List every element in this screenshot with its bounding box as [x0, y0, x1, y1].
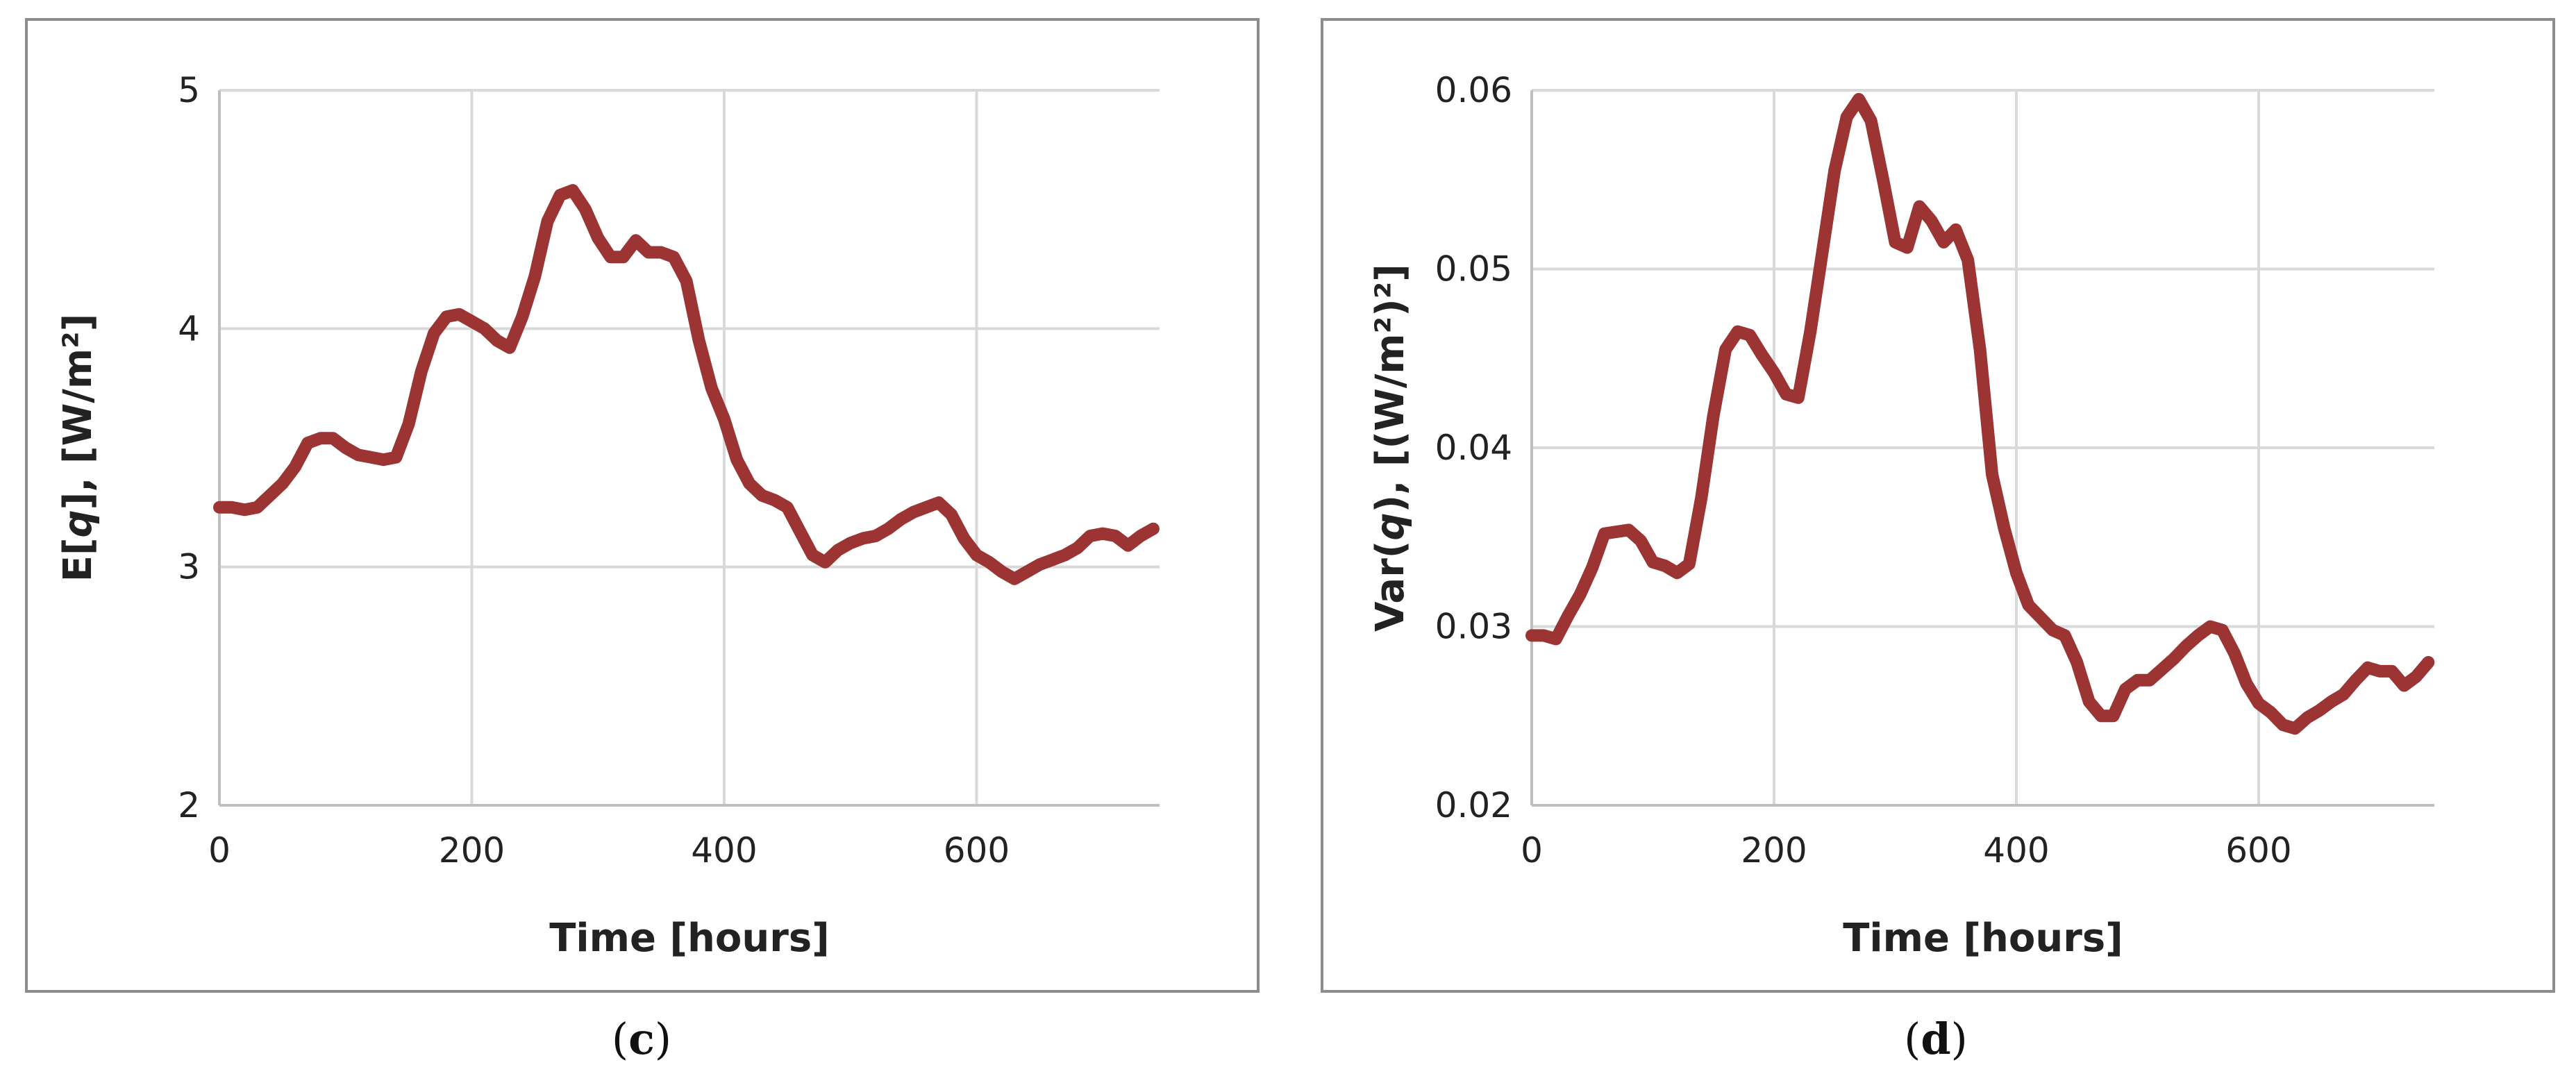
axis-lines [218, 90, 1160, 807]
series-group [1525, 92, 2435, 735]
x-tick-label: 0 [1521, 830, 1543, 871]
x-axis-title: Time [hours] [549, 916, 830, 961]
caption-open-paren: ( [611, 1014, 629, 1064]
y-tick-label: 0.06 [1435, 70, 1512, 110]
y-axis-title-variable: q [1368, 513, 1413, 541]
y-axis-title-variable: q [56, 510, 101, 537]
caption-open-paren: ( [1904, 1014, 1921, 1064]
panel-caption-d: (d) [1866, 1014, 2005, 1064]
y-tick-label: 5 [178, 70, 200, 110]
y-axis-title-prefix: E[ [56, 537, 101, 582]
axis-lines [1530, 90, 2434, 807]
tick-labels: 0.02 0.03 0.04 0.05 0.06 0 200 400 600 [1435, 70, 2292, 871]
gridlines [219, 89, 1160, 805]
y-axis-title: Var(q), [(W/m²)²] [1368, 264, 1413, 632]
y-axis-title: E[q], [W/m²] [56, 314, 101, 582]
x-tick-label: 600 [2225, 830, 2291, 871]
chart-panel-c: 2 3 4 5 0 200 400 600 Time [hours] E[q], [W/m²] [25, 18, 1260, 993]
y-tick-label: 4 [178, 308, 200, 349]
y-tick-label: 3 [178, 547, 200, 587]
series-line [1525, 92, 2435, 735]
x-tick-label: 400 [691, 830, 757, 871]
x-tick-label: 400 [1983, 830, 2049, 871]
y-tick-label: 2 [178, 785, 200, 825]
y-tick-label: 0.02 [1435, 785, 1512, 825]
x-tick-label: 600 [944, 830, 1010, 871]
panel-caption-c: (c) [572, 1014, 711, 1064]
x-axis-title: Time [hours] [1843, 916, 2123, 961]
caption-close-paren: ) [654, 1014, 672, 1064]
y-axis-title-prefix: Var( [1368, 541, 1413, 632]
gridlines [1532, 89, 2434, 805]
tick-labels: 2 3 4 5 0 200 400 600 [178, 70, 1010, 871]
line-chart-d: 0.02 0.03 0.04 0.05 0.06 0 200 400 600 Time [hou… [1368, 70, 2435, 961]
series-group [213, 184, 1160, 585]
x-tick-label: 200 [439, 830, 505, 871]
y-tick-label: 0.05 [1435, 249, 1512, 289]
series-line [213, 184, 1160, 585]
y-axis-title-suffix: ), [(W/m²)²] [1368, 264, 1413, 512]
caption-letter: c [628, 1014, 655, 1064]
caption-letter: d [1921, 1014, 1951, 1064]
caption-close-paren: ) [1950, 1014, 1968, 1064]
line-chart-c: 2 3 4 5 0 200 400 600 Time [hours] E[q], [W/m²] [56, 70, 1160, 961]
y-tick-label: 0.03 [1435, 607, 1512, 647]
x-tick-label: 200 [1741, 830, 1807, 871]
chart-panel-d: 0.02 0.03 0.04 0.05 0.06 0 200 400 600 Time [hou… [1321, 18, 2555, 993]
y-tick-label: 0.04 [1435, 428, 1512, 468]
y-axis-title-suffix: ], [W/m²] [56, 314, 101, 510]
x-tick-label: 0 [208, 830, 231, 871]
